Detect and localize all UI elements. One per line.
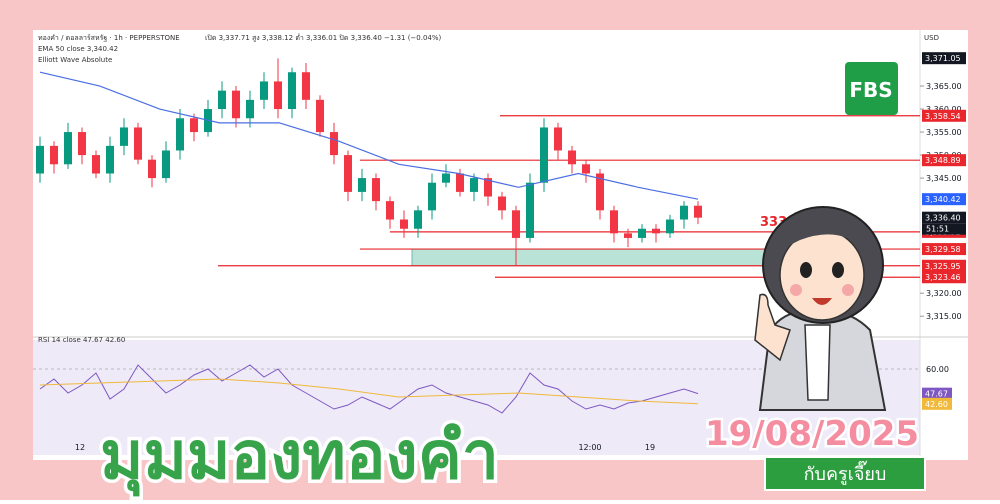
- candle-body: [638, 228, 646, 238]
- logo: FBS: [849, 78, 892, 102]
- candle-body: [92, 155, 100, 174]
- level-tag: [922, 243, 966, 256]
- candle-body: [540, 127, 548, 183]
- candle-body: [484, 178, 492, 197]
- candle-body: [400, 219, 408, 229]
- rsi-tag: [922, 387, 952, 400]
- candle-body: [498, 196, 506, 211]
- candle-body: [288, 72, 296, 110]
- candle-body: [344, 155, 352, 192]
- mascot: [754, 206, 887, 411]
- candle-body: [316, 99, 324, 133]
- rsi-ma-line: [39, 378, 699, 405]
- x-label: 12:00: [578, 443, 601, 452]
- candle-body: [470, 178, 478, 192]
- candle-body: [64, 132, 72, 165]
- symbol: ทองคำ / ดอลลาร์สหรัฐ · 1h · PEPPERSTONE: [38, 34, 180, 42]
- price-tag-label: 3,371.05: [925, 54, 961, 63]
- candle-body: [190, 118, 198, 133]
- candle-body: [694, 205, 702, 218]
- candle-body: [526, 182, 534, 238]
- y-tick-label: 3,355.00: [926, 128, 962, 137]
- plot: 3,315.003,320.003,345.003,350.003,355.00…: [33, 52, 966, 414]
- candle-body: [232, 90, 240, 119]
- candle-body: [106, 145, 114, 174]
- rsi-title: RSI 14 close 47.67 42.60: [38, 336, 125, 344]
- price-tag-label: 3,340.42: [925, 195, 961, 204]
- candle-body: [624, 233, 632, 238]
- candle-body: [330, 132, 338, 156]
- candle-body: [554, 127, 562, 151]
- candle-body: [78, 132, 86, 156]
- candle-body: [260, 81, 268, 100]
- candle-body: [358, 178, 366, 192]
- candle-body: [274, 81, 282, 110]
- y-tick-label: 3,315.00: [926, 312, 962, 321]
- x-label: 19: [645, 443, 655, 452]
- ema-line: [39, 71, 699, 200]
- candle-body: [120, 127, 128, 146]
- level-label: 3,358.54: [925, 112, 961, 121]
- candle-body: [596, 173, 604, 211]
- candle-body: [680, 205, 688, 220]
- y-tick-label: 3,345.00: [926, 174, 962, 183]
- level-tag: [922, 154, 966, 167]
- level-label: 3,325.95: [925, 262, 961, 271]
- candle-body: [134, 127, 142, 160]
- price-tag: [922, 52, 966, 65]
- price-tag: [922, 211, 966, 224]
- currency: USD: [924, 34, 939, 42]
- y-tick-label: 3,320.00: [926, 289, 962, 298]
- zone: [411, 248, 781, 267]
- level-tag: [922, 271, 966, 284]
- candle-body: [610, 210, 618, 234]
- candle-body: [50, 145, 58, 165]
- candle-body: [386, 201, 394, 220]
- candle-body: [652, 228, 660, 234]
- y-tick-label: 60.00: [926, 365, 949, 374]
- candle-body: [582, 164, 590, 174]
- banner-date: 19/08/2025: [705, 414, 919, 454]
- logo-box: [845, 62, 898, 115]
- candle-body: [148, 159, 156, 179]
- x-label: 12: [75, 443, 85, 452]
- level-tag: [922, 259, 966, 272]
- level-label: 3,329.58: [925, 245, 961, 254]
- rsi-tag: [922, 397, 952, 410]
- ema-label: EMA 50 close 3,340.42: [38, 45, 118, 53]
- level-label: 3,323.46: [925, 273, 961, 282]
- level-label: 3,348.89: [925, 156, 961, 165]
- rsi-line: [39, 364, 699, 414]
- countdown-tag: [922, 223, 966, 235]
- price-tag: [922, 193, 966, 206]
- candle-body: [414, 210, 422, 229]
- candle-body: [176, 118, 184, 151]
- banner-host: กับครูเจี๊ยบ: [804, 460, 887, 485]
- candle-body: [218, 90, 226, 110]
- rsi-tag-label: 42.60: [925, 400, 948, 409]
- candle-body: [428, 182, 436, 211]
- candle-body: [442, 173, 450, 183]
- y-tick-label: 3,360.00: [926, 105, 962, 114]
- ohlc: เปิด 3,337.71 สูง 3,338.12 ต่ำ 3,336.01 …: [205, 33, 442, 42]
- host-box: [764, 456, 926, 491]
- candle-body: [162, 150, 170, 179]
- level-tag: [922, 109, 966, 122]
- price-tag-label: 3,336.40: [925, 214, 961, 223]
- countdown: 51:51: [926, 225, 949, 234]
- rsi-tag-label: 47.67: [925, 390, 948, 399]
- candle-body: [456, 173, 464, 192]
- y-tick-label: 3,365.00: [926, 82, 962, 91]
- candle-body: [568, 150, 576, 165]
- indicator: Elliott Wave Absolute: [38, 56, 112, 64]
- banner-title: มุมมองทองคำ: [100, 417, 499, 497]
- candle-body: [666, 219, 674, 234]
- candle-body: [246, 99, 254, 119]
- candle-body: [512, 210, 520, 238]
- candle-body: [302, 72, 310, 100]
- candle-body: [372, 178, 380, 202]
- candle-body: [36, 145, 44, 174]
